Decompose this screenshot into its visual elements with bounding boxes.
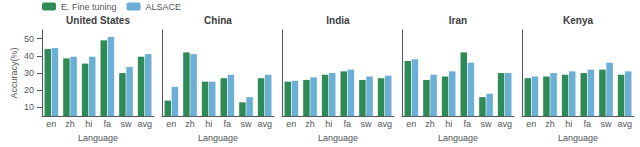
- svg-text:sw: sw: [481, 119, 493, 129]
- svg-text:50: 50: [24, 34, 34, 44]
- svg-text:ALSACE: ALSACE: [146, 2, 182, 12]
- svg-text:United States: United States: [66, 15, 130, 26]
- svg-text:avg: avg: [137, 119, 152, 129]
- svg-text:fa: fa: [104, 119, 112, 129]
- svg-text:Accuracy(%): Accuracy(%): [9, 48, 19, 99]
- svg-text:hi: hi: [445, 119, 452, 129]
- svg-text:China: China: [204, 15, 232, 26]
- svg-text:fa: fa: [464, 119, 472, 129]
- svg-text:Kenya: Kenya: [563, 15, 593, 26]
- svg-text:avg: avg: [497, 119, 512, 129]
- svg-text:fa: fa: [584, 119, 592, 129]
- svg-text:40: 40: [24, 51, 34, 61]
- svg-text:sw: sw: [361, 119, 373, 129]
- svg-text:hi: hi: [325, 119, 332, 129]
- svg-text:hi: hi: [205, 119, 212, 129]
- svg-text:India: India: [326, 15, 350, 26]
- svg-text:Language: Language: [558, 133, 598, 143]
- svg-text:E. Fine tuning: E. Fine tuning: [61, 2, 117, 12]
- svg-text:zh: zh: [425, 119, 435, 129]
- svg-text:Language: Language: [78, 133, 118, 143]
- svg-text:Language: Language: [198, 133, 238, 143]
- svg-text:hi: hi: [85, 119, 92, 129]
- svg-text:en: en: [46, 119, 56, 129]
- svg-text:Language: Language: [318, 133, 358, 143]
- svg-text:sw: sw: [601, 119, 613, 129]
- svg-text:10: 10: [24, 102, 34, 112]
- svg-text:hi: hi: [565, 119, 572, 129]
- svg-text:avg: avg: [617, 119, 632, 129]
- svg-text:fa: fa: [344, 119, 352, 129]
- svg-text:Iran: Iran: [449, 15, 467, 26]
- svg-text:zh: zh: [185, 119, 195, 129]
- svg-text:30: 30: [24, 68, 34, 78]
- svg-text:avg: avg: [257, 119, 272, 129]
- svg-text:avg: avg: [377, 119, 392, 129]
- svg-text:en: en: [286, 119, 296, 129]
- svg-text:en: en: [406, 119, 416, 129]
- svg-text:sw: sw: [241, 119, 253, 129]
- svg-text:Language: Language: [438, 133, 478, 143]
- svg-text:zh: zh: [305, 119, 315, 129]
- svg-text:zh: zh: [65, 119, 75, 129]
- svg-text:en: en: [526, 119, 536, 129]
- svg-text:fa: fa: [224, 119, 232, 129]
- svg-text:sw: sw: [121, 119, 133, 129]
- svg-text:en: en: [166, 119, 176, 129]
- svg-text:zh: zh: [545, 119, 555, 129]
- svg-text:20: 20: [24, 85, 34, 95]
